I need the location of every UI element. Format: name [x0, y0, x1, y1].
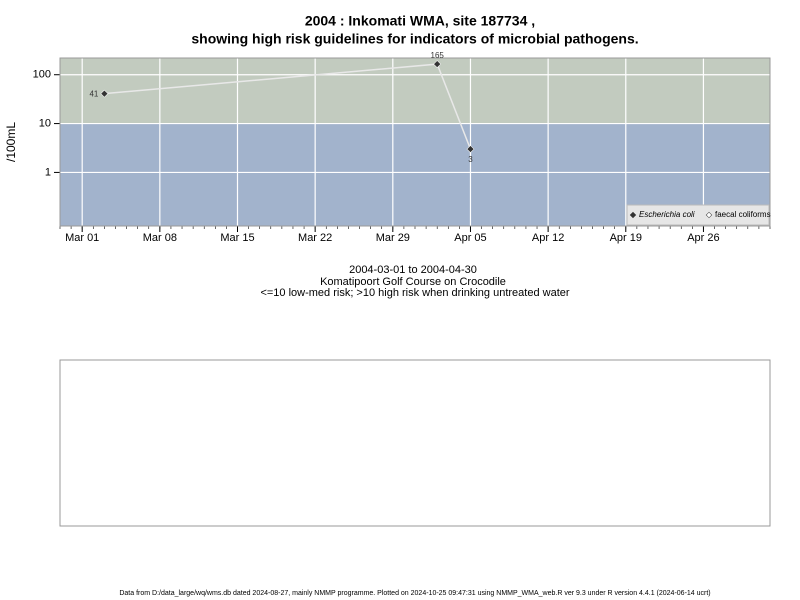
x-tick-label: Apr 19 [610, 232, 642, 244]
legend-label: Escherichia coli [639, 210, 695, 219]
x-tick-label: Mar 15 [220, 232, 254, 244]
legend-marker [629, 211, 637, 219]
x-tick-label: Apr 05 [454, 232, 486, 244]
empty-panel [59, 359, 771, 527]
x-tick-label: Mar 01 [65, 232, 99, 244]
plot-frame [59, 57, 771, 227]
data-point [433, 60, 442, 68]
x-tick-label: Mar 22 [298, 232, 332, 244]
x-tick-label: Mar 29 [376, 232, 410, 244]
y-tick-label: 1 [45, 166, 51, 178]
x-tick-label: Apr 12 [532, 232, 564, 244]
data-label: 41 [89, 90, 98, 99]
legend-marker [705, 211, 713, 219]
footer: Data from D:/data_large/wq/wms.db dated … [119, 590, 710, 597]
site-name: Komatipoort Golf Course on Crocodile [320, 276, 506, 288]
legend-label: faecal coliforms [715, 210, 771, 219]
x-tick-label: Apr 26 [687, 232, 719, 244]
x-tick-label: Mar 08 [143, 232, 177, 244]
data-point [466, 145, 475, 154]
y-tick-label: 100 [33, 69, 51, 81]
legend-box [626, 204, 770, 226]
risk-note: <=10 low-med risk; >10 high risk when dr… [260, 287, 569, 299]
data-point [100, 89, 109, 98]
y-axis-label: /100mL [4, 122, 18, 162]
y-tick-label: 10 [39, 117, 51, 129]
chart-subtitle: showing high risk guidelines for indicat… [191, 31, 638, 47]
high-risk-band [60, 58, 770, 124]
data-label: 3 [468, 155, 473, 164]
date-range: 2004-03-01 to 2004-04-30 [349, 264, 477, 276]
data-label: 165 [431, 51, 445, 60]
chart-title: 2004 : Inkomati WMA, site 187734 , [305, 13, 535, 29]
